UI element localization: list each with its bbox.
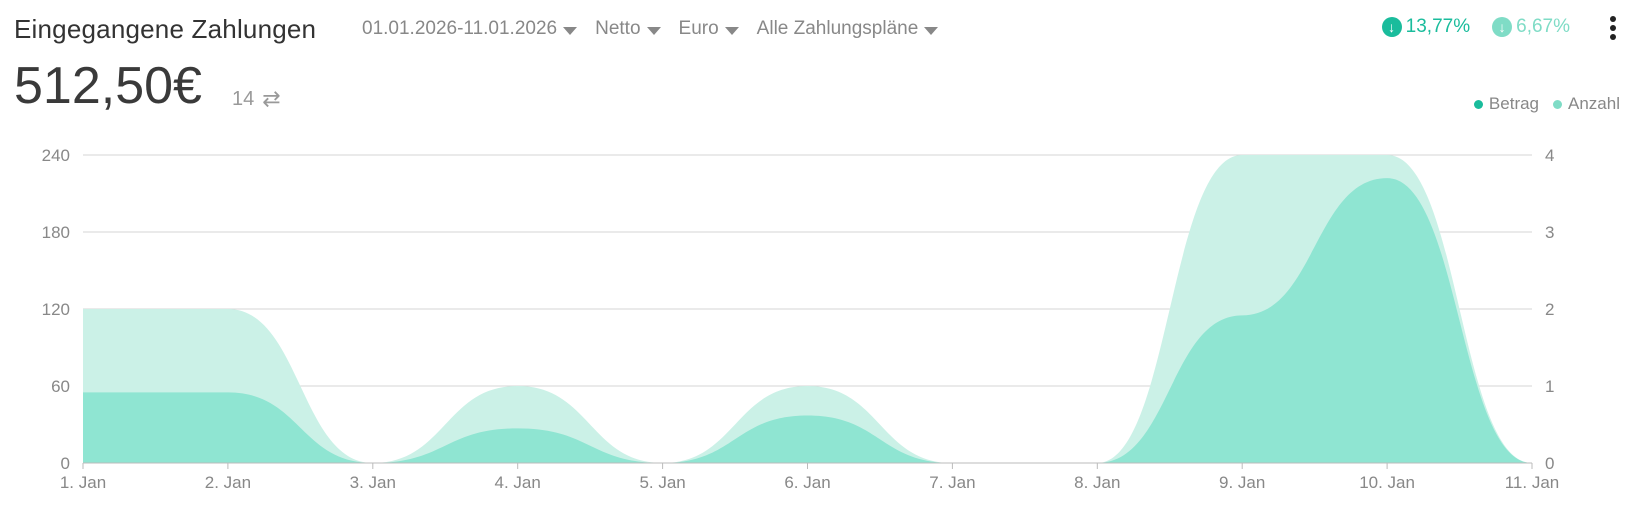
x-tick-label: 10. Jan — [1359, 473, 1415, 492]
x-tick-label: 2. Jan — [205, 473, 251, 492]
y-right-tick-label: 1 — [1545, 377, 1554, 396]
currency-filter[interactable]: Euro — [679, 18, 739, 40]
y-left-tick-label: 180 — [42, 223, 70, 242]
x-tick-label: 5. Jan — [639, 473, 685, 492]
x-tick-label: 1. Jan — [60, 473, 106, 492]
y-left-tick-label: 0 — [61, 454, 70, 473]
payment-plan-filter[interactable]: Alle Zahlungspläne — [757, 18, 939, 40]
net-gross-filter[interactable]: Netto — [595, 18, 661, 40]
x-tick-label: 8. Jan — [1074, 473, 1120, 492]
chart-legend: Betrag Anzahl — [1473, 94, 1620, 114]
arrow-down-circle-icon: ↓ — [1492, 17, 1513, 37]
y-right-tick-label: 0 — [1545, 454, 1554, 473]
amount-change: ↓ 13,77% — [1381, 16, 1471, 38]
date-range-label: 01.01.2026-11.01.2026 — [362, 18, 558, 39]
amount-change-value: 13,77% — [1405, 16, 1471, 37]
legend-dot-anzahl — [1553, 99, 1563, 109]
chevron-down-icon — [563, 26, 578, 35]
series-area-anzahl — [83, 155, 1532, 463]
count-change: ↓ 6,67% — [1492, 16, 1570, 38]
x-tick-label: 6. Jan — [784, 473, 830, 492]
page-title: Eingegangene Zahlungen — [14, 14, 317, 44]
transaction-count: 14 ⇄ — [232, 86, 281, 112]
legend-item-anzahl[interactable]: Anzahl — [1553, 94, 1620, 114]
chevron-down-icon — [924, 26, 939, 35]
currency-label: Euro — [678, 18, 719, 39]
more-options-icon[interactable] — [1610, 16, 1616, 40]
x-tick-label: 7. Jan — [929, 473, 975, 492]
y-left-tick-label: 120 — [42, 300, 70, 319]
filter-bar: 01.01.2026-11.01.2026 Netto Euro Alle Za… — [362, 18, 939, 40]
x-tick-label: 4. Jan — [495, 473, 541, 492]
y-right-tick-label: 3 — [1545, 223, 1554, 242]
swap-arrows-icon: ⇄ — [262, 86, 281, 111]
legend-label-betrag: Betrag — [1488, 94, 1540, 113]
transaction-count-value: 14 — [232, 87, 255, 110]
y-right-tick-label: 4 — [1545, 146, 1554, 165]
y-left-tick-label: 240 — [42, 146, 70, 165]
count-change-value: 6,67% — [1516, 16, 1570, 37]
arrow-down-circle-icon: ↓ — [1381, 17, 1402, 37]
net-gross-label: Netto — [595, 18, 641, 39]
payment-plan-label: Alle Zahlungspläne — [756, 18, 919, 39]
x-tick-label: 3. Jan — [350, 473, 396, 492]
x-tick-label: 9. Jan — [1219, 473, 1265, 492]
x-tick-label: 11. Jan — [1505, 473, 1560, 492]
chevron-down-icon — [646, 26, 661, 35]
date-range-filter[interactable]: 01.01.2026-11.01.2026 — [362, 18, 578, 40]
total-amount: 512,50€ — [14, 57, 202, 115]
series-area-betrag — [83, 178, 1532, 463]
legend-dot-betrag — [1473, 99, 1483, 109]
chevron-down-icon — [724, 26, 739, 35]
change-indicators: ↓ 13,77% ↓ 6,67% — [1381, 16, 1570, 38]
y-left-tick-label: 60 — [51, 377, 70, 396]
legend-item-betrag[interactable]: Betrag — [1473, 94, 1540, 114]
y-right-tick-label: 2 — [1545, 300, 1554, 319]
legend-label-anzahl: Anzahl — [1568, 94, 1620, 113]
